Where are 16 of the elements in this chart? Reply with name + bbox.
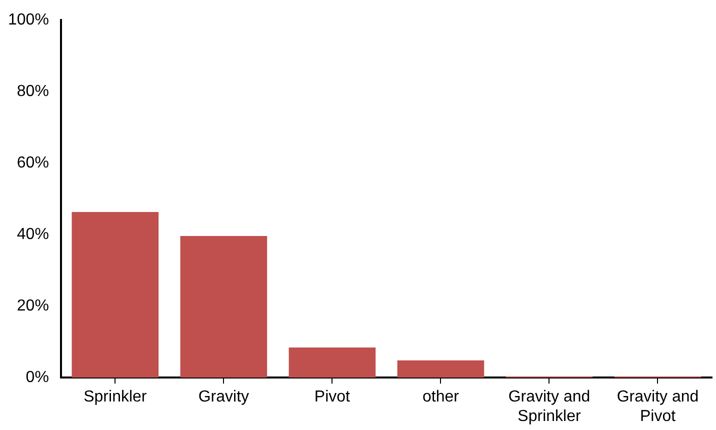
x-tick-label: Pivot — [314, 388, 351, 406]
y-tick-label: 20% — [16, 297, 49, 314]
x-tick-label: Gravity and Pivot — [616, 388, 699, 425]
y-tick-label: 0% — [26, 369, 49, 386]
x-tick-label: Sprinkler — [84, 388, 148, 406]
y-tick-label: 40% — [16, 226, 49, 243]
bar — [397, 360, 484, 378]
bar — [72, 212, 159, 378]
y-tick-label: 80% — [16, 82, 49, 100]
y-tick-label: 60% — [16, 154, 49, 172]
x-tick-label: Gravity — [198, 388, 250, 406]
bar — [288, 348, 376, 378]
y-tick-label: 100% — [8, 11, 49, 28]
x-tick-label: Gravity and Sprinkler — [508, 388, 590, 425]
x-tick-label: other — [422, 388, 460, 406]
bar — [180, 236, 268, 378]
